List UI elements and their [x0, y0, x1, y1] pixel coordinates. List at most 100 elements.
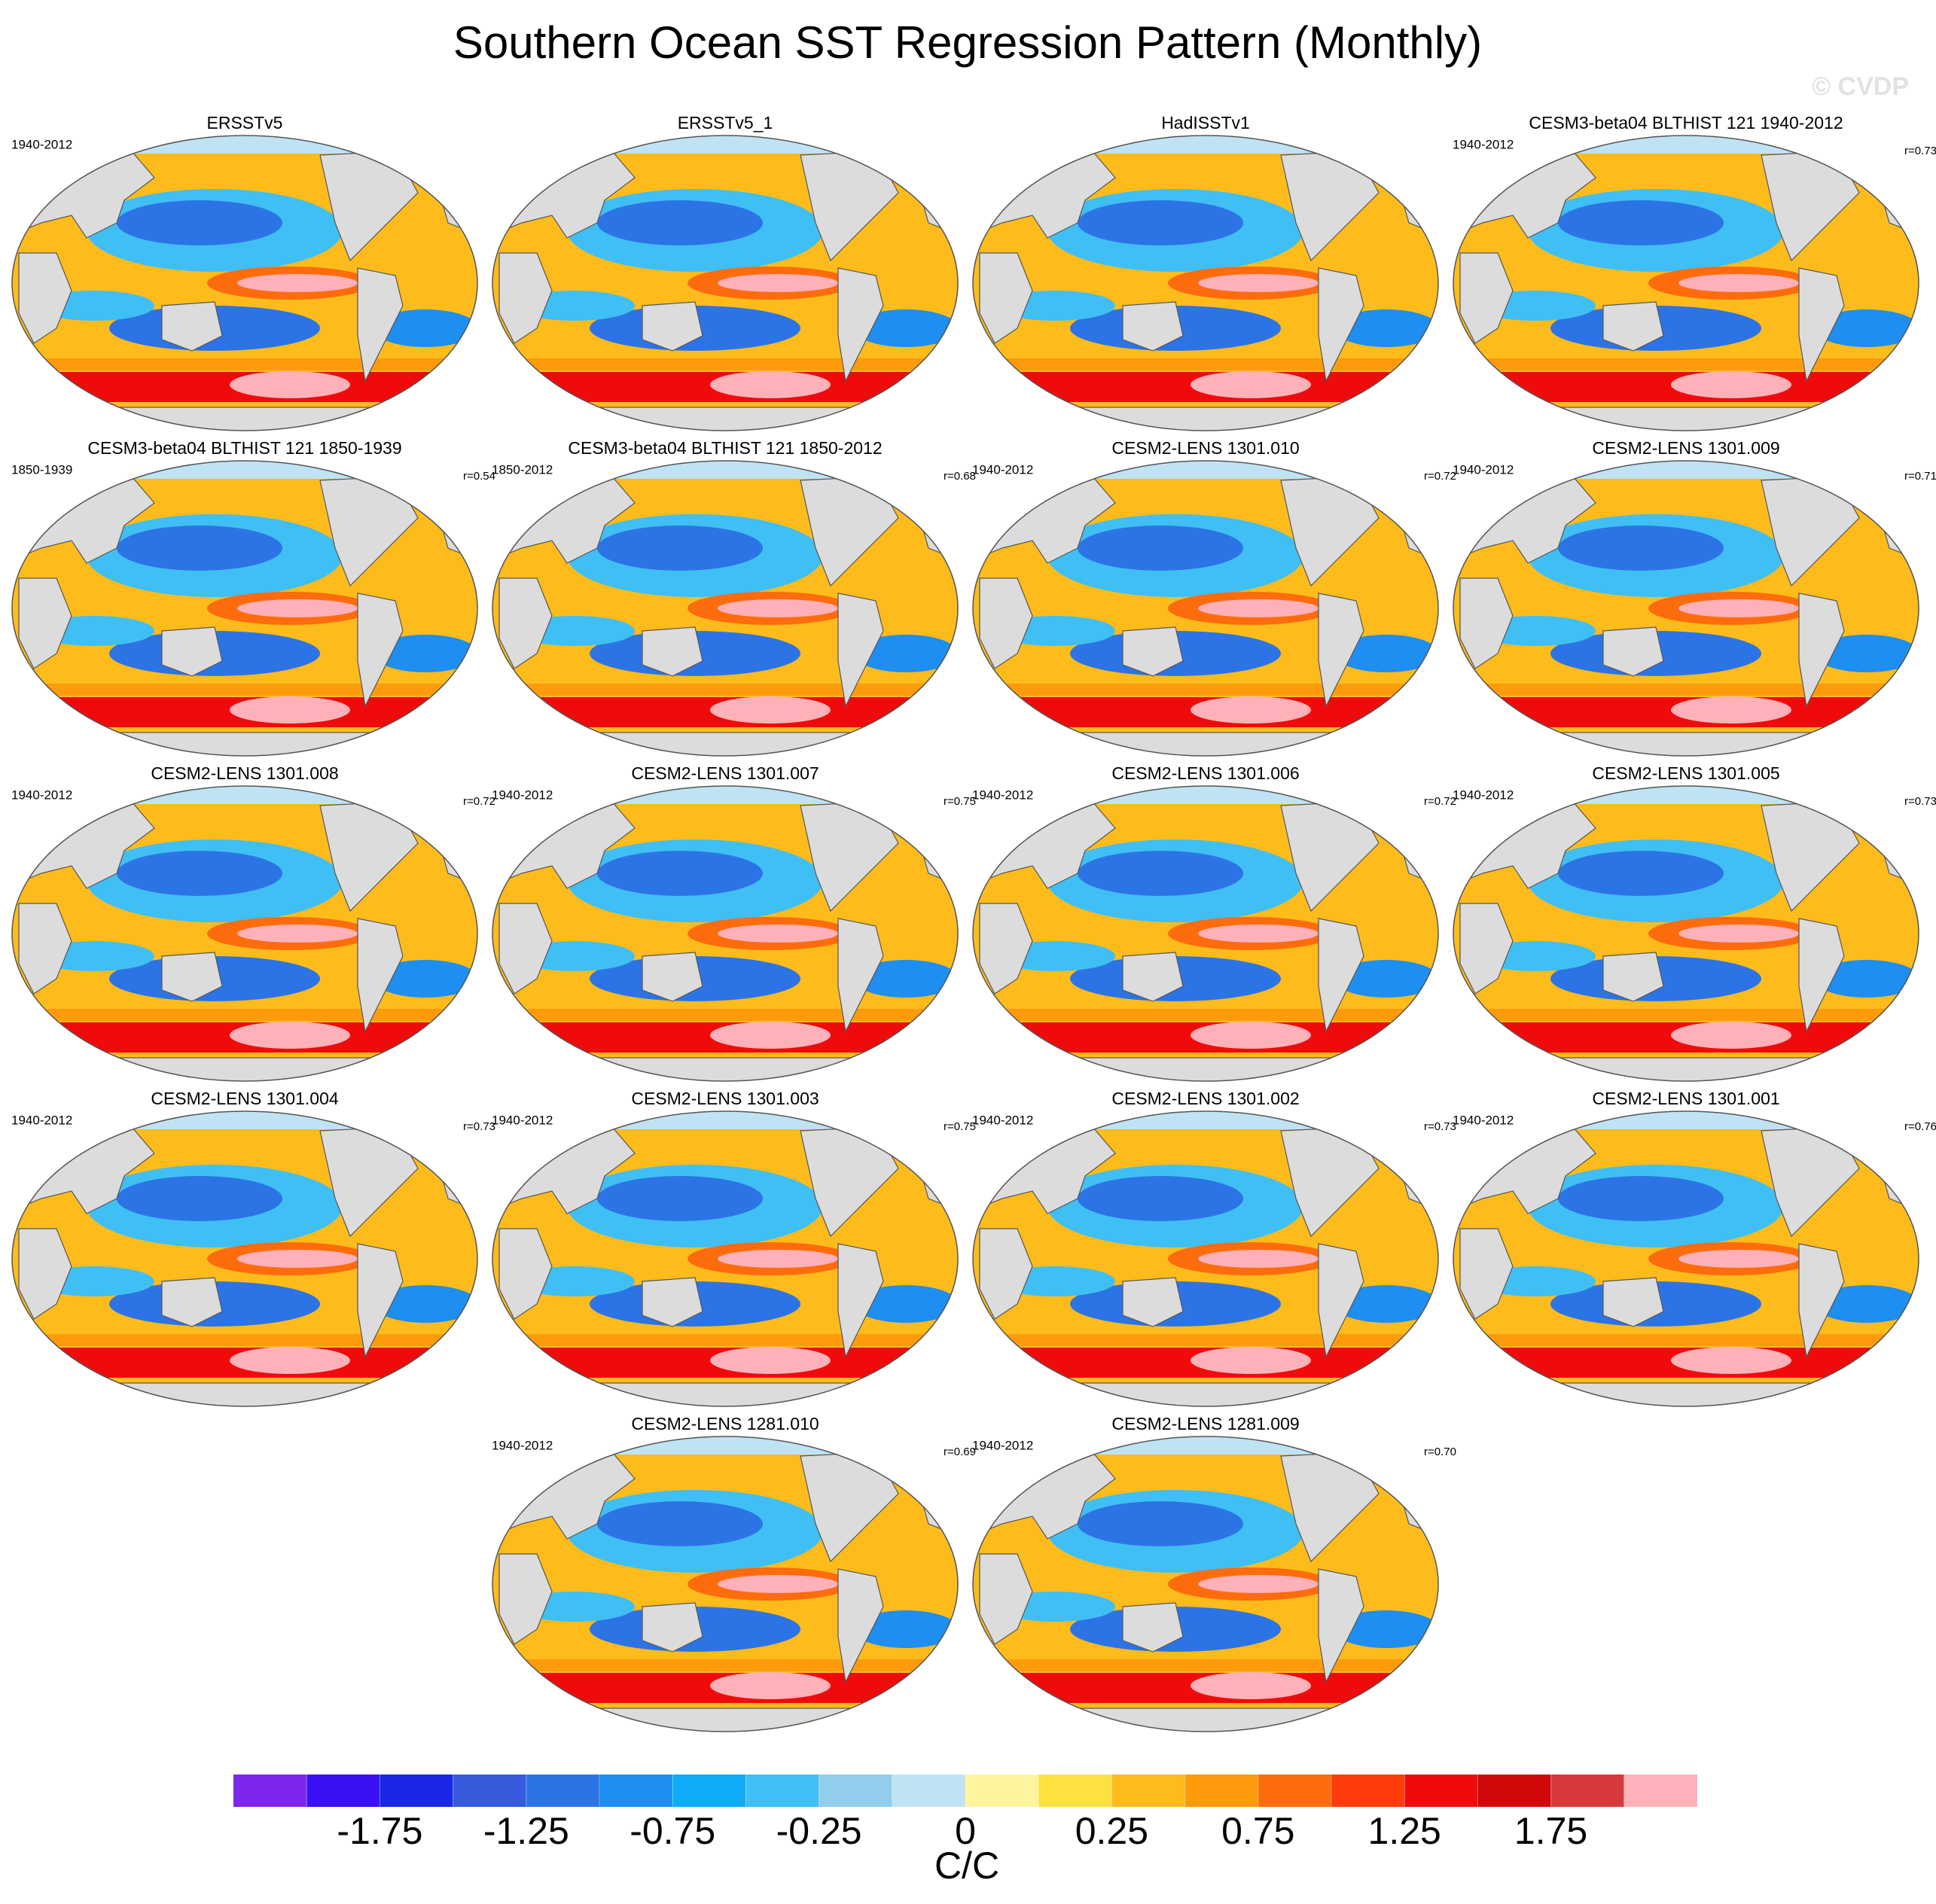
panel-period: 1940-2012: [1453, 462, 1514, 477]
panel-period: 1940-2012: [972, 1113, 1033, 1127]
color-box: [1404, 1775, 1478, 1807]
map-outline: [1453, 135, 1919, 431]
map-field: [484, 458, 966, 763]
color-box: [453, 1775, 526, 1807]
map-outline: [1453, 460, 1919, 757]
panel-period: 1940-2012: [492, 1113, 553, 1127]
map-panel: CESM2-LENS 1301.001 1940-2012 r=0.76: [1445, 1089, 1936, 1413]
color-box: [1111, 1775, 1185, 1807]
panel-correlation: r=0.73: [1904, 795, 1936, 808]
panel-period: 1940-2012: [1453, 1113, 1514, 1127]
colorbar-tick-label: 0.25: [1075, 1810, 1148, 1852]
panel-title: CESM2-LENS 1301.008: [151, 763, 338, 783]
color-box: [526, 1775, 599, 1807]
color-box: [745, 1775, 819, 1807]
panel-title: CESM2-LENS 1301.001: [1592, 1089, 1779, 1108]
panel-correlation: r=0.54: [463, 470, 495, 483]
panel-period: 1940-2012: [11, 1113, 72, 1127]
map-panel: CESM3-beta04 BLTHIST 121 1850-1939 1850-1…: [4, 438, 495, 763]
colorbar-tick-label: 1.25: [1368, 1810, 1441, 1852]
map-panel: CESM3-beta04 BLTHIST 121 1940-2012 1940-2…: [1445, 113, 1936, 437]
map-field: [4, 458, 486, 763]
map-outline: [11, 460, 478, 757]
panel-title: ERSSTv5_1: [678, 113, 773, 133]
panel-title: CESM2-LENS 1281.009: [1111, 1414, 1299, 1433]
panel-title: CESM2-LENS 1301.002: [1111, 1089, 1299, 1108]
map-outline: [492, 135, 959, 431]
color-box: [1258, 1775, 1331, 1807]
panel-correlation: r=0.69: [944, 1446, 976, 1458]
map-outline: [972, 460, 1439, 757]
panel-period: 1940-2012: [1453, 787, 1514, 802]
panel-period: 1850-1939: [11, 462, 72, 477]
color-box: [672, 1775, 746, 1807]
map-field: [1445, 783, 1927, 1088]
map-panel: ERSSTv5 1940-2012: [4, 113, 486, 437]
map-field: [965, 1433, 1447, 1738]
map-field: [484, 783, 966, 1088]
map-field: [4, 783, 486, 1088]
panel-correlation: r=0.72: [1424, 795, 1456, 808]
color-box: [233, 1775, 307, 1807]
map-field: [484, 1433, 966, 1738]
panel-period: 1940-2012: [972, 787, 1033, 802]
panel-title: CESM2-LENS 1301.003: [631, 1089, 819, 1108]
panel-correlation: r=0.73: [1424, 1120, 1456, 1133]
colorbar-tick-label: -1.25: [483, 1810, 569, 1852]
panel-title: CESM2-LENS 1301.010: [1111, 438, 1299, 458]
map-field: [965, 783, 1447, 1088]
colorbar-label: C/C: [934, 1845, 999, 1887]
panel-correlation: r=0.68: [944, 470, 976, 483]
map-field: [484, 133, 966, 437]
panel-correlation: r=0.76: [1904, 1120, 1936, 1133]
colorbar-tick-label: -1.75: [337, 1810, 422, 1852]
map-field: [4, 1108, 486, 1413]
map-panel: CESM2-LENS 1301.010 1940-2012 r=0.72: [965, 438, 1456, 763]
map-outline: [972, 1436, 1439, 1732]
figure-title: Southern Ocean SST Regression Pattern (M…: [453, 17, 1482, 68]
panel-correlation: r=0.75: [944, 795, 976, 808]
panel-title: CESM2-LENS 1301.009: [1592, 438, 1779, 458]
map-outline: [11, 135, 478, 431]
panel-title: ERSSTv5: [207, 113, 283, 133]
color-box: [1550, 1775, 1624, 1807]
map-panel: CESM2-LENS 1301.009 1940-2012 r=0.71: [1445, 438, 1936, 763]
map-outline: [11, 1110, 478, 1407]
panel-correlation: r=0.70: [1424, 1446, 1456, 1458]
map-outline: [492, 460, 959, 757]
panel-title: CESM2-LENS 1301.007: [631, 763, 819, 783]
map-field: [1445, 1108, 1927, 1413]
panel-title: CESM3-beta04 BLTHIST 121 1850-1939: [87, 438, 401, 458]
panel-period: 1940-2012: [492, 787, 553, 802]
panel-correlation: r=0.71: [1904, 470, 1936, 483]
map-panel: CESM2-LENS 1301.006 1940-2012 r=0.72: [965, 763, 1456, 1088]
map-outline: [1453, 1110, 1919, 1407]
map-panel: CESM2-LENS 1301.004 1940-2012 r=0.73: [4, 1089, 495, 1413]
map-panel: CESM2-LENS 1281.009 1940-2012 r=0.70: [965, 1414, 1456, 1738]
map-panel: HadISSTv1: [965, 113, 1447, 437]
map-field: [1445, 458, 1927, 763]
panel-title: HadISSTv1: [1161, 113, 1250, 133]
panel-correlation: r=0.75: [944, 1120, 976, 1133]
map-field: [484, 1108, 966, 1413]
map-outline: [1453, 785, 1919, 1082]
map-field: [965, 458, 1447, 763]
map-outline: [972, 785, 1439, 1082]
panel-period: 1940-2012: [972, 1438, 1033, 1452]
map-panel: CESM2-LENS 1301.008 1940-2012 r=0.72: [4, 763, 495, 1088]
color-box: [1331, 1775, 1405, 1807]
colorbar-tick-label: 0.75: [1221, 1810, 1294, 1852]
map-field: [1445, 133, 1927, 437]
color-box: [380, 1775, 453, 1807]
map-panel: CESM2-LENS 1281.010 1940-2012 r=0.69: [484, 1414, 976, 1738]
colorbar-tick-label: -0.75: [630, 1810, 715, 1852]
map-field: [4, 133, 486, 437]
map-outline: [492, 1110, 959, 1407]
panel-correlation: r=0.72: [463, 795, 495, 808]
colorbar-tick-label: 1.75: [1514, 1810, 1587, 1852]
panel-correlation: r=0.73: [463, 1120, 495, 1133]
panel-title: CESM2-LENS 1301.004: [151, 1089, 339, 1108]
map-outline: [492, 785, 959, 1082]
